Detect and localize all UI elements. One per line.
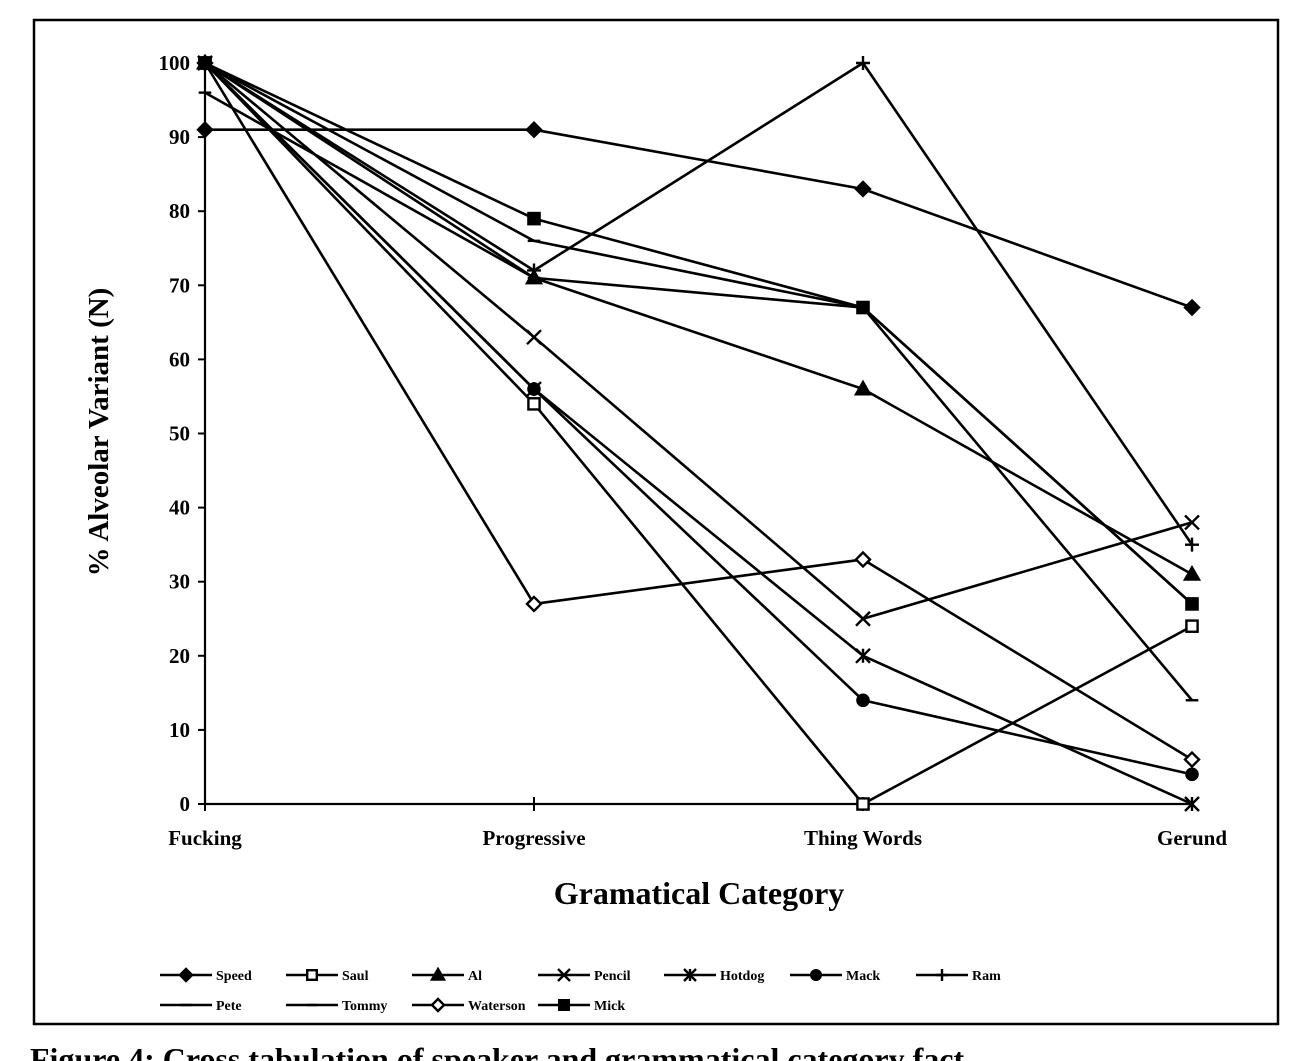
data-point <box>1185 537 1199 552</box>
y-tick-label: 30 <box>169 570 190 594</box>
legend-label: Mick <box>594 999 625 1014</box>
legend-item-waterson: Waterson <box>412 997 526 1014</box>
data-point <box>198 56 212 70</box>
y-tick-label: 80 <box>169 199 190 223</box>
y-tick-label: 10 <box>169 718 190 742</box>
legend-label: Waterson <box>468 999 526 1014</box>
data-point <box>1182 564 1202 581</box>
legend-item-tommy: Tommy <box>286 999 387 1014</box>
y-tick-label: 50 <box>169 422 190 446</box>
legend-marker <box>429 966 447 981</box>
legend: Speed Saul Al Pencil Hotdog Mack Ram Pete Tommy W… <box>160 966 1001 1014</box>
legend-item-ram: Ram <box>916 969 1001 984</box>
y-tick-label: 70 <box>169 273 190 297</box>
legend-label: Speed <box>216 969 252 984</box>
data-point <box>856 56 870 70</box>
legend-item-mick: Mick <box>538 999 625 1014</box>
series-layer <box>195 53 1202 812</box>
series-speed <box>196 120 1201 317</box>
series-line <box>204 62 1193 621</box>
legend-label: Pete <box>216 999 242 1014</box>
series-line <box>204 61 1194 546</box>
series-mack <box>198 56 1199 782</box>
data-point <box>527 263 541 278</box>
legend-item-speed: Speed <box>160 967 252 984</box>
x-axis: Fucking Progressive Thing Words Gerund <box>168 797 1227 850</box>
data-point <box>527 382 541 396</box>
series-mick <box>198 56 1199 611</box>
data-point <box>527 211 541 226</box>
series-line <box>204 61 1193 576</box>
data-point <box>525 120 543 139</box>
x-tick-label: Fucking <box>168 826 242 850</box>
series-line <box>205 128 1193 309</box>
legend-marker <box>558 999 571 1012</box>
y-tick-label: 100 <box>159 51 191 75</box>
data-point <box>856 693 870 708</box>
data-point <box>855 647 871 664</box>
data-point <box>526 329 542 346</box>
y-tick-label: 60 <box>169 347 190 371</box>
y-axis: 0 10 20 30 40 50 60 70 80 90 100 <box>159 51 207 816</box>
data-point <box>1185 597 1199 611</box>
chart-frame <box>32 18 1280 1026</box>
data-point <box>196 120 214 139</box>
data-point <box>1183 298 1201 317</box>
legend-marker <box>178 967 194 983</box>
data-point <box>856 797 870 811</box>
y-tick-label: 20 <box>169 644 190 668</box>
data-point <box>1184 796 1200 812</box>
data-point <box>855 610 871 627</box>
y-tick-label: 0 <box>180 792 191 816</box>
legend-label: Tommy <box>342 999 387 1014</box>
legend-label: Saul <box>342 969 369 984</box>
x-tick-label: Gerund <box>1157 826 1227 850</box>
legend-item-pete: Pete <box>160 999 242 1014</box>
data-point <box>853 379 873 396</box>
data-point <box>525 595 543 613</box>
x-tick-label: Thing Words <box>804 826 922 850</box>
legend-label: Mack <box>846 969 880 984</box>
legend-label: Al <box>468 969 482 984</box>
legend-item-mack: Mack <box>790 969 880 984</box>
series-line <box>204 61 1193 605</box>
y-tick-label: 40 <box>169 496 190 520</box>
figure-caption: Figure 4: Cross tabulation of speaker an… <box>30 1041 964 1061</box>
legend-marker <box>306 969 319 982</box>
x-tick-label: Progressive <box>482 826 585 850</box>
series-line <box>204 62 1193 776</box>
legend-item-al: Al <box>412 966 482 984</box>
data-point <box>856 300 870 315</box>
y-tick-label: 90 <box>169 125 190 149</box>
x-axis-title: Gramatical Category <box>554 875 845 911</box>
legend-marker <box>430 997 446 1013</box>
y-axis-title: % Alveolar Variant (N) <box>83 288 115 577</box>
legend-label: Hotdog <box>720 969 764 984</box>
data-point <box>1185 619 1199 633</box>
data-point <box>1185 767 1199 782</box>
series-line <box>204 91 1193 702</box>
data-point <box>1184 514 1200 531</box>
legend-marker <box>557 968 571 982</box>
series-line <box>203 62 1193 761</box>
data-point <box>854 180 872 198</box>
data-point <box>1183 750 1201 769</box>
legend-label: Ram <box>972 969 1001 984</box>
legend-label: Pencil <box>594 969 631 984</box>
series-line <box>204 62 1193 806</box>
data-point <box>527 397 541 411</box>
legend-marker <box>936 969 948 981</box>
legend-item-hotdog: Hotdog <box>664 968 764 984</box>
legend-marker <box>810 969 823 982</box>
legend-item-pencil: Pencil <box>538 968 631 984</box>
legend-marker <box>683 968 697 982</box>
legend-item-saul: Saul <box>286 969 369 984</box>
data-point <box>854 550 872 569</box>
